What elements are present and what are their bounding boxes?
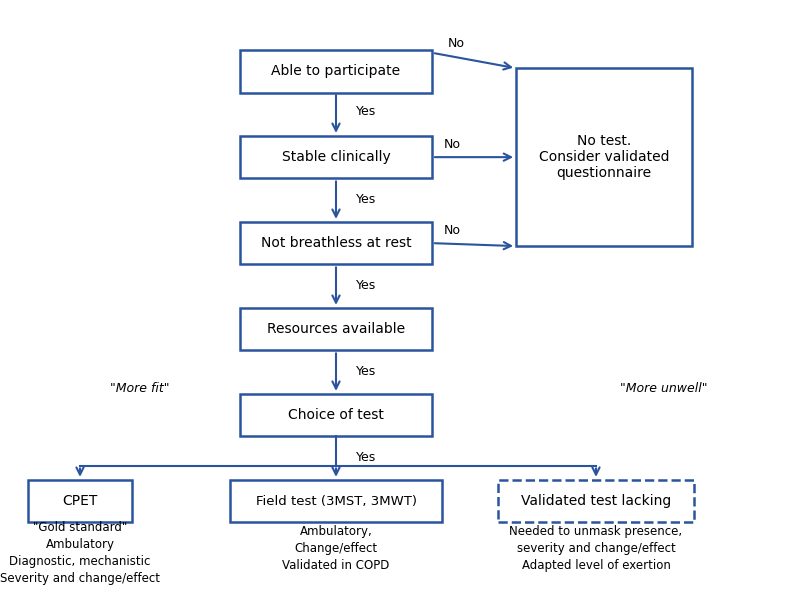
Text: Needed to unmask presence,
severity and change/effect
Adapted level of exertion: Needed to unmask presence, severity and … — [510, 525, 682, 572]
Text: Choice of test: Choice of test — [288, 408, 384, 422]
FancyBboxPatch shape — [28, 480, 132, 522]
Text: No test.
Consider validated
questionnaire: No test. Consider validated questionnair… — [538, 134, 670, 180]
FancyBboxPatch shape — [230, 480, 442, 522]
FancyBboxPatch shape — [240, 50, 432, 93]
Text: Field test (3MST, 3MWT): Field test (3MST, 3MWT) — [255, 495, 417, 508]
Text: Not breathless at rest: Not breathless at rest — [261, 236, 411, 250]
FancyBboxPatch shape — [240, 222, 432, 264]
Text: Yes: Yes — [356, 279, 376, 292]
FancyBboxPatch shape — [240, 308, 432, 350]
Text: Resources available: Resources available — [267, 322, 405, 336]
FancyBboxPatch shape — [516, 68, 692, 246]
Text: Yes: Yes — [356, 105, 376, 118]
FancyBboxPatch shape — [498, 480, 694, 522]
Text: Ambulatory,
Change/effect
Validated in COPD: Ambulatory, Change/effect Validated in C… — [282, 525, 390, 572]
Text: Stable clinically: Stable clinically — [282, 150, 390, 164]
Text: CPET: CPET — [62, 494, 98, 508]
Text: Validated test lacking: Validated test lacking — [521, 494, 671, 508]
Text: Yes: Yes — [356, 365, 376, 378]
FancyBboxPatch shape — [240, 394, 432, 436]
Text: "More fit": "More fit" — [110, 382, 170, 395]
Text: No: No — [444, 224, 461, 237]
Text: Yes: Yes — [356, 451, 376, 464]
Text: Yes: Yes — [356, 193, 376, 206]
Text: No: No — [448, 37, 465, 50]
FancyBboxPatch shape — [240, 136, 432, 178]
Text: Able to participate: Able to participate — [271, 64, 401, 78]
Text: "Gold standard"
Ambulatory
Diagnostic, mechanistic
Severity and change/effect: "Gold standard" Ambulatory Diagnostic, m… — [0, 521, 160, 585]
Text: "More unwell": "More unwell" — [620, 382, 708, 395]
Text: No: No — [444, 138, 461, 151]
